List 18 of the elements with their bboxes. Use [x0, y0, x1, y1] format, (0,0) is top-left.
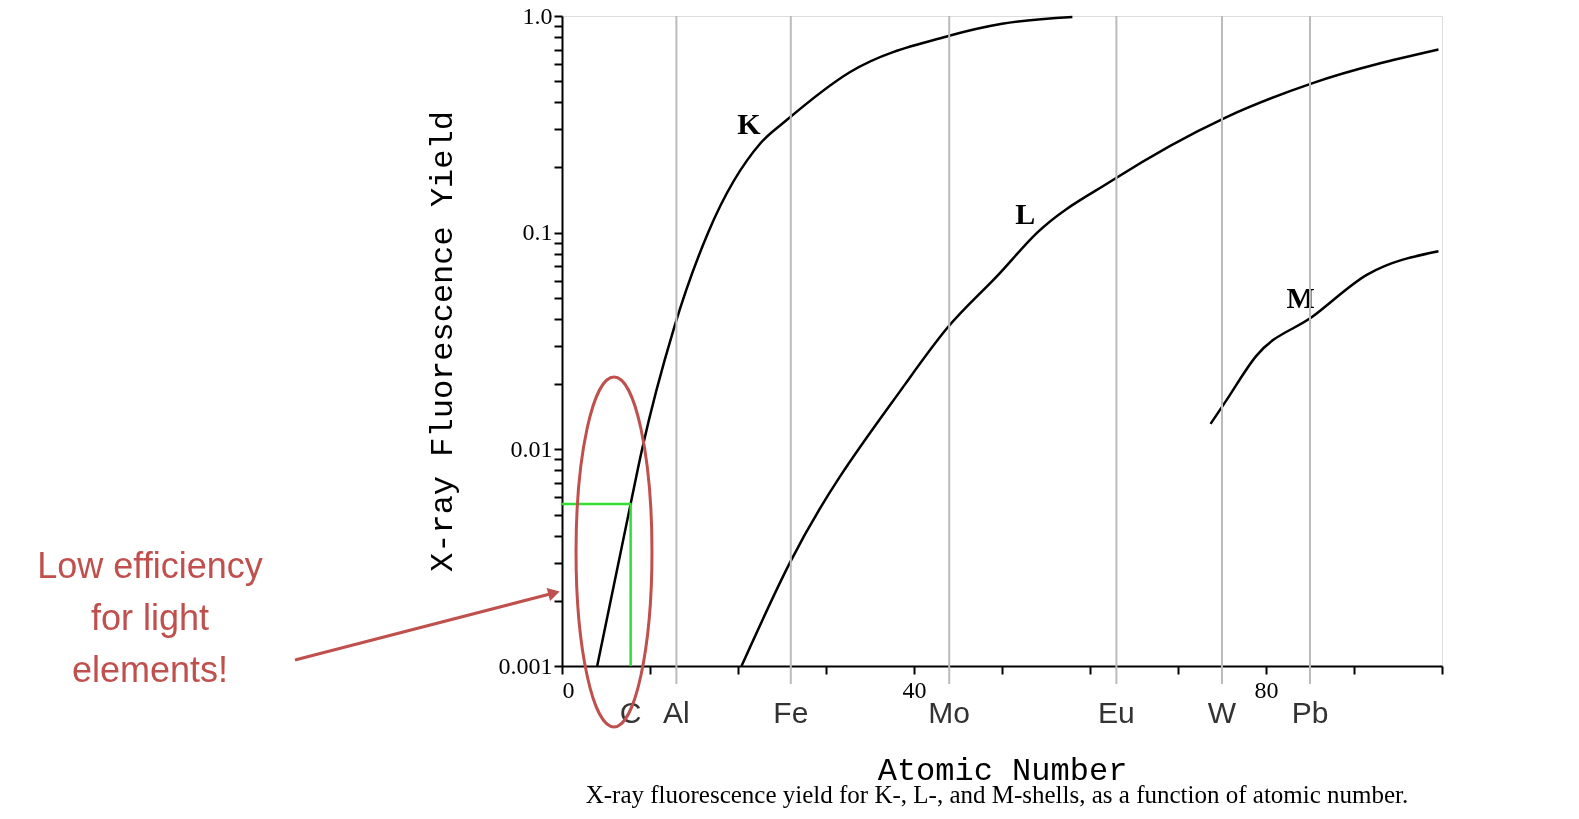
ref-line-label: Mo: [928, 696, 971, 729]
x-tick-label: 0: [562, 676, 575, 703]
x-tick-label: 40: [902, 676, 927, 703]
series-label: K: [737, 106, 762, 140]
x-tick-label: 80: [1254, 676, 1279, 703]
y-tick-label: 0.01: [510, 435, 553, 462]
ref-line-label: Fe: [773, 696, 809, 729]
line-series: [1209, 250, 1440, 426]
y-tick-label: 1.0: [522, 2, 553, 29]
series-label: L: [1015, 196, 1036, 230]
ref-line-label: W: [1207, 696, 1237, 729]
ref-line-label: Al: [663, 696, 690, 729]
y-tick-label: 0.001: [498, 652, 553, 679]
y-tick-label: 0.1: [522, 219, 553, 246]
y-axis-title: X-ray Fluorescence Yield: [424, 111, 462, 572]
ref-line-label: Pb: [1291, 696, 1329, 729]
ref-line-label: Eu: [1098, 696, 1135, 729]
text: Low efficiency for light elements!: [37, 545, 263, 690]
